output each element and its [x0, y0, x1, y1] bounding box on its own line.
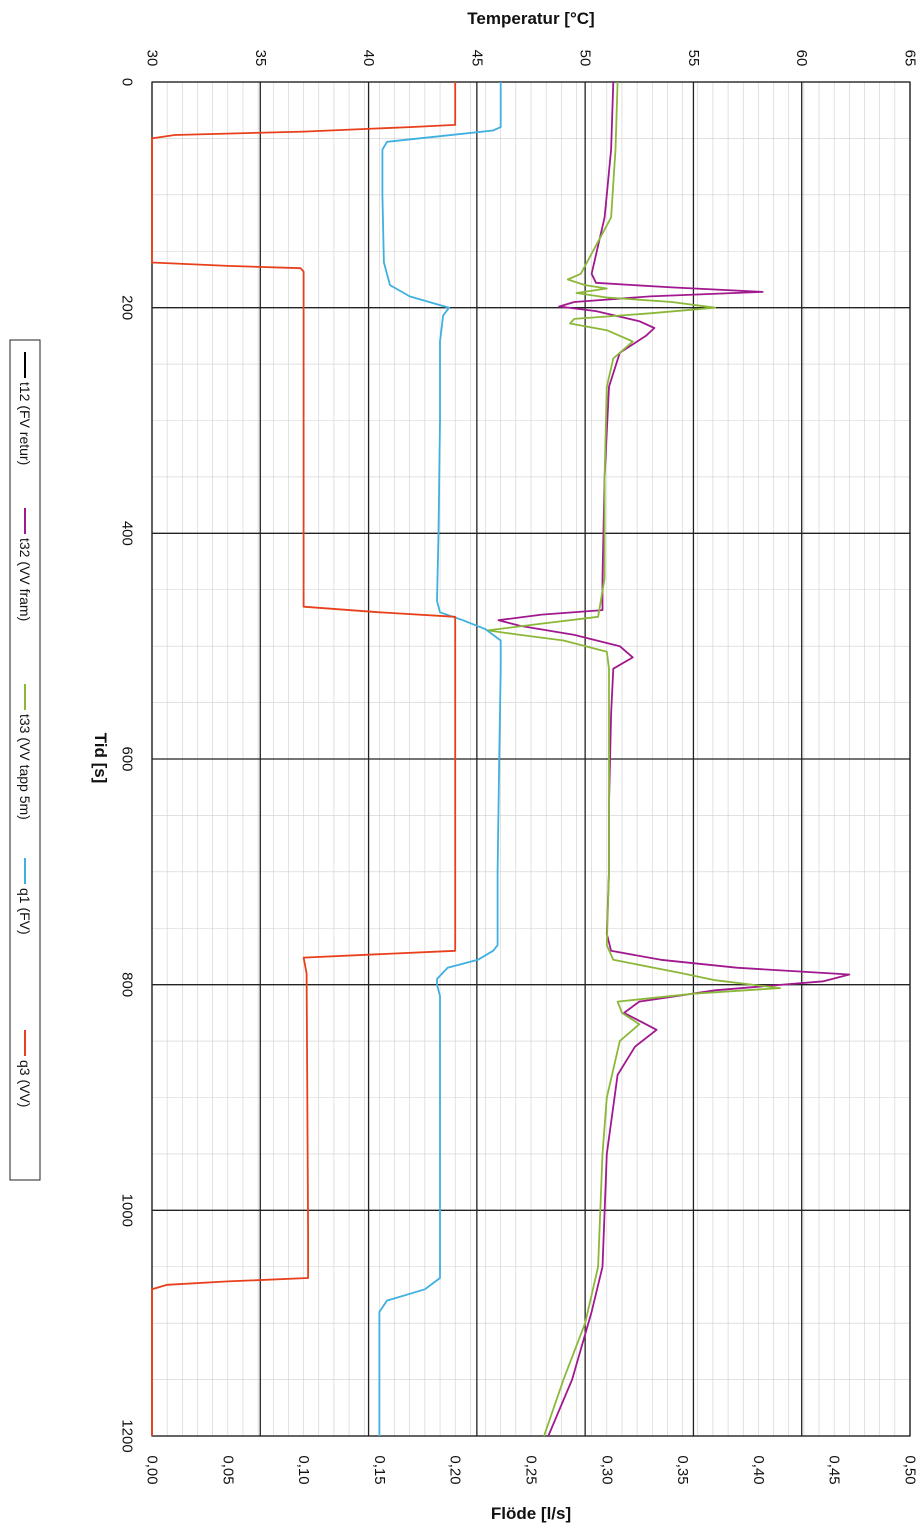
series-line [497, 81, 851, 1437]
plot-frame [151, 81, 911, 1437]
temperature-tick-label: 60 [793, 50, 810, 67]
legend-label: t33 (VV tapp 5m) [17, 714, 33, 820]
legend-label: t32 (VV fram) [17, 538, 33, 621]
series-line [151, 82, 457, 1436]
time-axis-title: Tid [s] [91, 733, 110, 784]
temperature-tick-label: 40 [360, 50, 377, 67]
temperature-tick-label: 30 [144, 50, 161, 67]
series-line [378, 82, 502, 1436]
legend-label: t12 (FV retur) [17, 382, 33, 465]
time-tick-label: 800 [119, 972, 136, 997]
time-tick-label: 0 [119, 78, 136, 86]
time-tick-label: 1200 [119, 1419, 136, 1452]
time-tick-label: 1000 [119, 1194, 136, 1227]
time-tick-labels: 0 200 400 600 800 1000 1200 [119, 78, 136, 1453]
flow-tick-label: 0,30 [598, 1455, 615, 1484]
temperature-axis-title: Temperatur [°C] [467, 9, 594, 28]
temperature-tick-labels: 30 35 40 45 50 55 60 65 [144, 50, 919, 67]
flow-tick-label: 0,20 [447, 1455, 464, 1484]
flow-tick-label: 0,35 [674, 1455, 691, 1484]
flow-tick-labels: 0,00 0,05 0,10 0,15 0,20 0,25 0,30 0,35 0,40 0,45… [144, 1455, 919, 1484]
temperature-tick-label: 35 [252, 50, 269, 67]
flow-tick-label: 0,15 [371, 1455, 388, 1484]
series-layer [151, 81, 851, 1437]
time-tick-label: 400 [119, 521, 136, 546]
flow-tick-label: 0,40 [750, 1455, 767, 1484]
time-tick-label: 600 [119, 746, 136, 771]
flow-tick-label: 0,45 [826, 1455, 843, 1484]
temperature-tick-label: 50 [577, 50, 594, 67]
flow-tick-label: 0,00 [144, 1455, 161, 1484]
flow-tick-label: 0,05 [219, 1455, 236, 1484]
flow-tick-label: 0,10 [295, 1455, 312, 1484]
flow-tick-label: 0,50 [902, 1455, 919, 1484]
temperature-tick-label: 45 [468, 50, 485, 67]
flow-tick-label: 0,25 [523, 1455, 540, 1484]
legend-label: q3 (VV) [17, 1060, 33, 1107]
temperature-tick-label: 55 [685, 50, 702, 67]
temperature-tick-label: 65 [902, 50, 919, 67]
legend-label: q1 (FV) [17, 888, 33, 935]
time-tick-label: 200 [119, 295, 136, 320]
legend: t12 (FV retur) t32 (VV fram) t33 (VV tapp … [9, 339, 41, 1181]
flow-axis-title: Flöde [l/s] [491, 1504, 571, 1523]
